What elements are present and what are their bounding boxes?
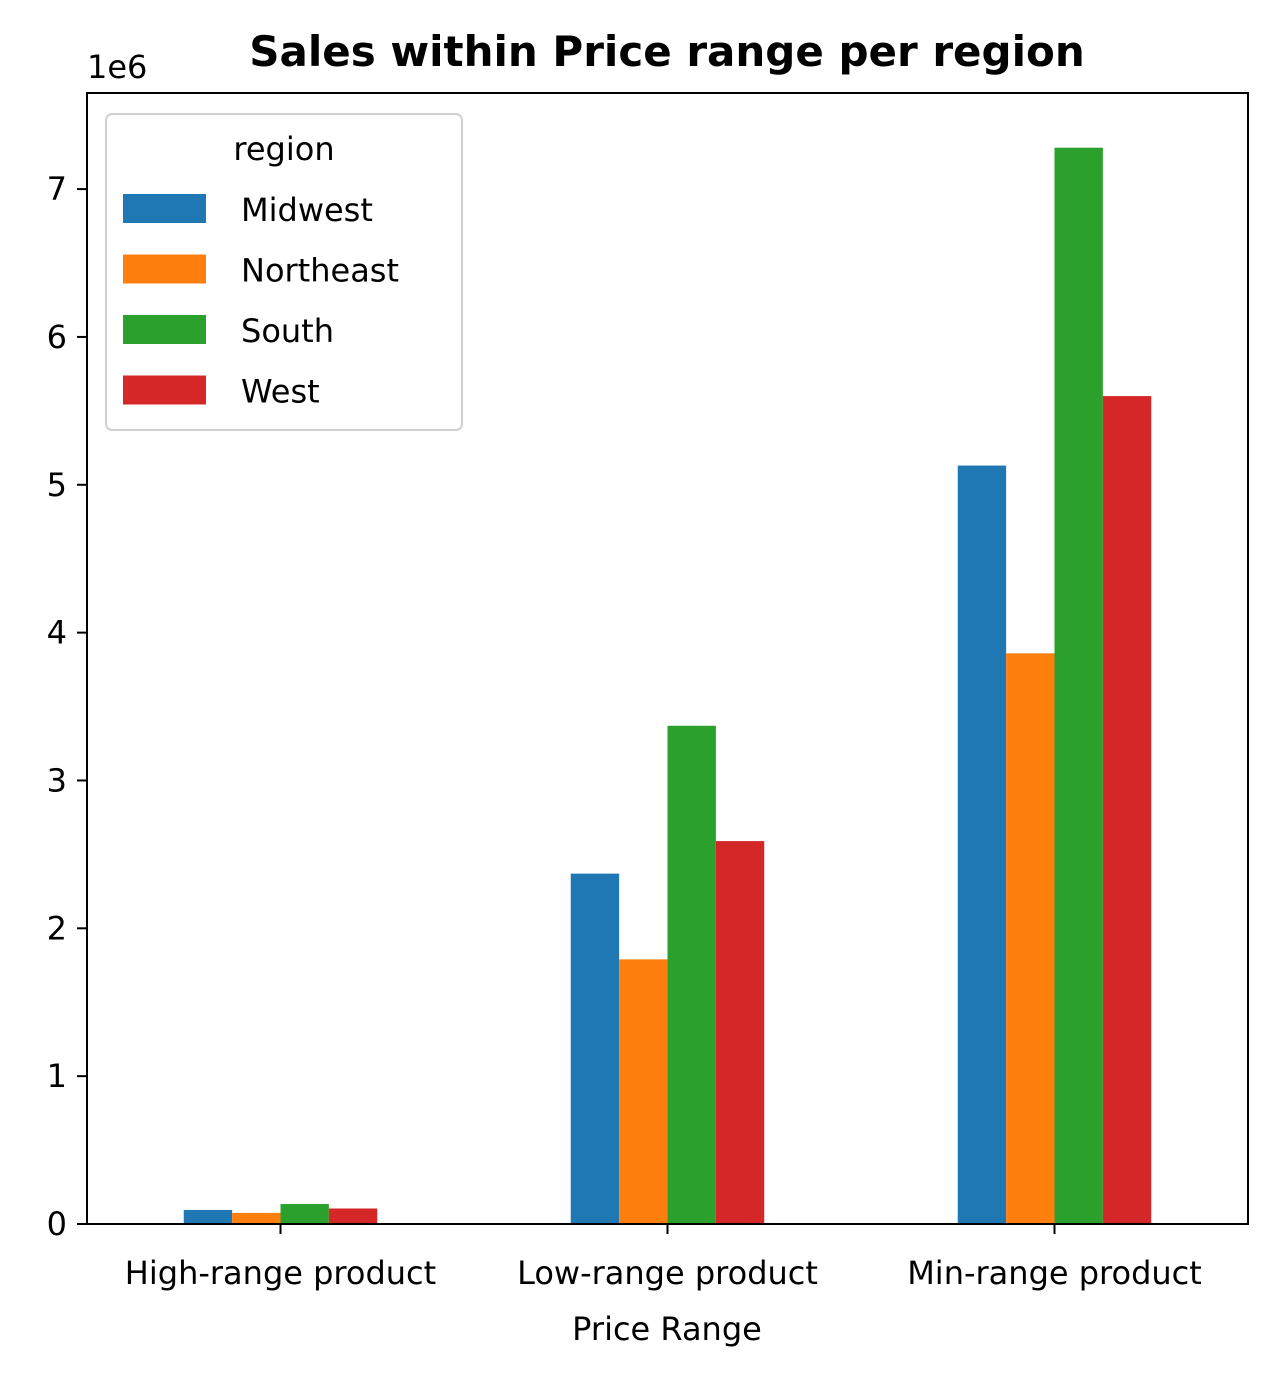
chart-title: Sales within Price range per region: [249, 27, 1085, 76]
bars-group: [183, 147, 1152, 1225]
legend-swatch-south: [123, 315, 206, 344]
bar-midwest-0: [183, 1209, 233, 1224]
legend-swatch-midwest: [123, 194, 206, 223]
bar-northeast-0: [232, 1212, 281, 1224]
y-tick-label: 5: [47, 466, 67, 504]
x-axis-ticks: High-range product Low-range product Min-r…: [125, 1224, 1202, 1292]
x-tick-label: Low-range product: [517, 1254, 818, 1292]
legend-label-west: West: [241, 373, 320, 411]
x-tick-label: Min-range product: [907, 1254, 1202, 1292]
x-axis-label: Price Range: [572, 1310, 762, 1348]
y-tick-label: 1: [47, 1057, 67, 1095]
legend-label-midwest: Midwest: [241, 191, 373, 229]
bar-south-1: [667, 725, 716, 1224]
bar-west-1: [715, 841, 765, 1224]
bar-midwest-2: [957, 465, 1007, 1224]
legend-label-south: South: [241, 312, 334, 350]
bar-south-0: [280, 1204, 329, 1224]
x-tick-label: High-range product: [125, 1254, 436, 1292]
y-tick-label: 3: [47, 761, 67, 799]
bar-west-2: [1102, 396, 1152, 1224]
y-tick-label: 6: [47, 318, 67, 356]
bar-south-2: [1054, 147, 1103, 1225]
bar-midwest-1: [570, 873, 620, 1224]
bar-west-0: [328, 1208, 378, 1224]
y-axis-offset-label: 1e6: [87, 48, 147, 86]
legend-swatch-west: [123, 375, 206, 405]
legend-title: region: [233, 130, 334, 168]
y-tick-label: 7: [47, 170, 67, 208]
legend-frame: [105, 113, 463, 431]
bar-northeast-1: [619, 959, 668, 1224]
y-tick-label: 2: [47, 909, 67, 947]
bar-northeast-2: [1006, 653, 1055, 1224]
legend-swatch-northeast: [123, 254, 206, 284]
y-axis-ticks: 0 1 2 3 4 5 6 7: [47, 170, 87, 1243]
y-tick-label: 4: [47, 614, 67, 652]
legend: region Midwest Northeast South West: [105, 113, 463, 431]
legend-label-northeast: Northeast: [241, 252, 399, 290]
y-tick-label: 0: [47, 1205, 67, 1243]
plot-frame: [86, 92, 1249, 1225]
